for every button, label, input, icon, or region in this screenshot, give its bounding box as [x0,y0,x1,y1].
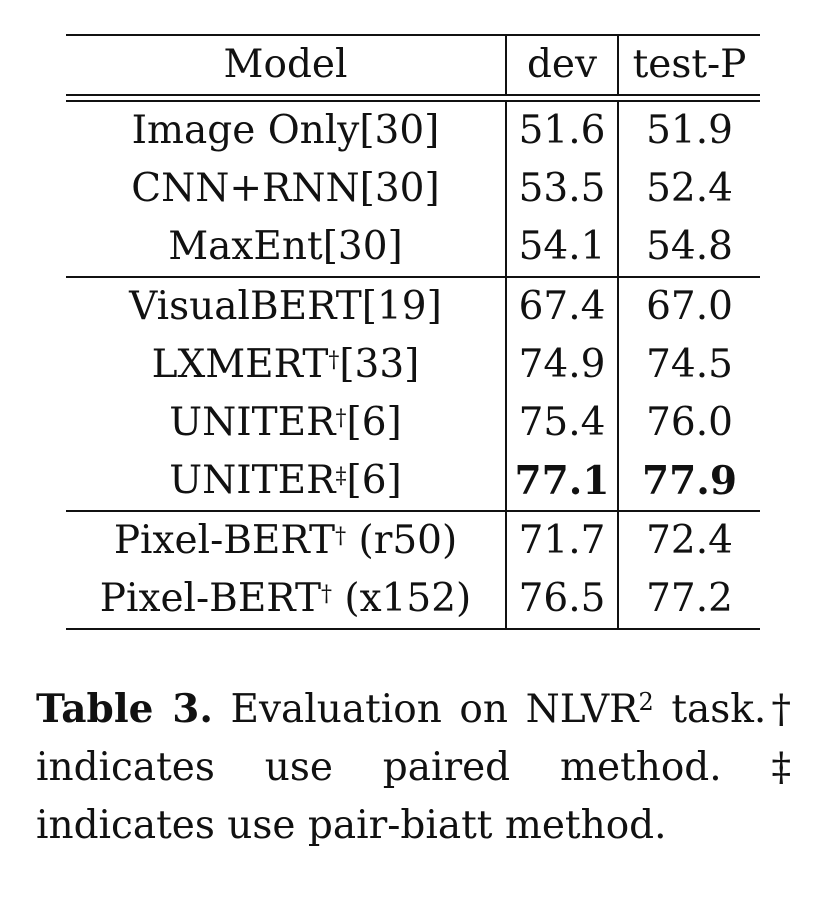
test-score: 72.4 [617,511,760,570]
model-name: LXMERT [151,342,329,387]
model-cell: LXMERT†[33] [66,336,506,394]
model-name: VisualBERT [129,284,362,329]
model-mark: † [335,524,347,549]
test-score: 76.0 [617,394,760,452]
table-row: UNITER†[6] 75.4 76.0 [66,394,760,452]
model-reference: [30] [359,108,440,153]
test-score: 51.9 [617,102,760,160]
model-mark: ‡ [335,464,347,489]
model-cell: Pixel-BERT† (r50) [66,511,506,570]
model-name: Pixel-BERT [99,576,321,621]
model-reference: [30] [322,224,403,269]
header-model: Model [223,42,348,87]
model-cell: MaxEnt[30] [66,218,506,278]
model-cell: Image Only[30] [66,102,506,160]
dev-score: 67.4 [505,277,618,336]
model-name: CNN+RNN [131,166,360,211]
dev-score: 75.4 [505,394,618,452]
model-cell: UNITER‡[6] [66,452,506,512]
header-dev: dev [505,36,618,94]
dev-score: 53.5 [505,160,618,218]
table-row: VisualBERT[19] 67.4 67.0 [66,277,760,336]
model-reference: [30] [359,166,440,211]
caption-superscript: 2 [638,688,654,716]
model-mark: † [335,406,347,431]
model-mark: † [321,582,332,607]
table-row: MaxEnt[30] 54.1 54.8 [66,218,760,278]
header-double-rule [66,94,760,96]
model-reference: [33] [339,342,420,387]
table-row: CNN+RNN[30] 53.5 52.4 [66,160,760,218]
header-test: test-P [617,36,760,94]
model-name: Image Only [131,108,360,153]
caption-text-start: Evaluation on NLVR [230,687,639,732]
results-table-body: Image Only[30] 51.6 51.9 CNN+RNN[30] 53.5 52.… [66,102,760,630]
dev-score: 51.6 [505,102,618,160]
model-cell: VisualBERT[19] [66,277,506,336]
model-cell: UNITER†[6] [66,394,506,452]
model-name: UNITER [169,458,336,503]
dev-score: 71.7 [505,511,618,570]
test-score: 77.9 [617,452,760,512]
model-cell: CNN+RNN[30] [66,160,506,218]
model-reference: [19] [361,284,442,329]
test-score: 67.0 [617,277,760,336]
test-score: 74.5 [617,336,760,394]
model-backbone: (r50) [346,518,458,563]
model-cell: Pixel-BERT† (x152) [66,570,506,630]
dev-score: 77.1 [505,452,618,512]
test-score: 52.4 [617,160,760,218]
dev-score: 74.9 [505,336,618,394]
model-mark: † [328,348,340,373]
results-table-container: Model dev test-P Image Only[30] 51.6 51.9 C… [66,34,760,630]
table-row: Pixel-BERT† (r50) 71.7 72.4 [66,511,760,570]
table-row: LXMERT†[33] 74.9 74.5 [66,336,760,394]
model-name: MaxEnt [168,224,323,269]
caption-label: Table 3. [36,686,213,732]
table-header-row: Model dev test-P [66,36,760,94]
table-row: Pixel-BERT† (x152) 76.5 77.2 [66,570,760,630]
dev-score: 54.1 [505,218,618,278]
model-reference: [6] [346,400,402,445]
model-name: Pixel-BERT [113,518,336,563]
test-score: 54.8 [617,218,760,278]
caption-text-end: task.† indicates use paired method. ‡ in… [36,687,791,848]
model-reference: [6] [346,458,402,503]
table-caption: Table 3. Evaluation on NLVR2 task.† indi… [36,680,791,855]
dev-score: 76.5 [505,570,618,630]
test-score: 77.2 [617,570,760,630]
model-name: UNITER [169,400,336,445]
results-table: Model dev test-P [66,36,760,94]
model-backbone: (x152) [332,576,472,621]
table-row: UNITER‡[6] 77.1 77.9 [66,452,760,512]
table-top-rule [66,34,760,36]
table-row: Image Only[30] 51.6 51.9 [66,102,760,160]
